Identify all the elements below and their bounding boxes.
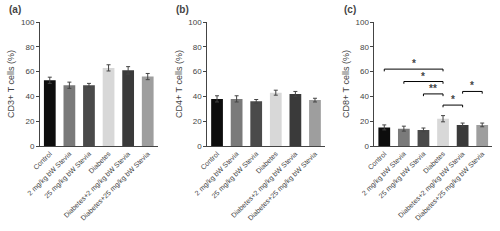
svg-text:80: 80: [25, 43, 34, 52]
svg-text:*: *: [421, 71, 425, 82]
svg-text:40: 40: [25, 92, 34, 101]
svg-text:25 mg/kg bW Stevia: 25 mg/kg bW Stevia: [43, 150, 93, 200]
svg-text:*: *: [451, 94, 455, 105]
svg-text:100: 100: [21, 18, 35, 27]
svg-text:**: **: [429, 83, 437, 94]
svg-text:0: 0: [30, 142, 35, 151]
svg-text:60: 60: [193, 67, 202, 76]
svg-text:(a): (a): [9, 4, 21, 15]
svg-text:60: 60: [25, 67, 34, 76]
svg-text:25 mg/kg bW Stevia: 25 mg/kg bW Stevia: [210, 150, 260, 200]
svg-text:20: 20: [193, 117, 202, 126]
svg-text:Diabetes+25 mg/kg bW Stevia: Diabetes+25 mg/kg bW Stevia: [79, 150, 151, 222]
svg-text:40: 40: [360, 92, 369, 101]
svg-text:CD4+ T cells (%): CD4+ T cells (%): [174, 50, 184, 118]
svg-text:40: 40: [193, 92, 202, 101]
svg-text:80: 80: [360, 43, 369, 52]
svg-text:2 mg/kg bW Stevia: 2 mg/kg bW Stevia: [361, 150, 408, 197]
svg-text:100: 100: [188, 18, 202, 27]
svg-text:0: 0: [197, 142, 202, 151]
svg-text:20: 20: [360, 117, 369, 126]
svg-text:Diabetes+2 mg/kg bW Stevia: Diabetes+2 mg/kg bW Stevia: [62, 150, 132, 220]
svg-text:25 mg/kg bW Stevia: 25 mg/kg bW Stevia: [377, 150, 427, 200]
svg-text:2 mg/kg bW Stevia: 2 mg/kg bW Stevia: [193, 150, 240, 197]
svg-text:(c): (c): [344, 4, 356, 15]
svg-text:*: *: [470, 80, 474, 91]
svg-text:Diabetes+2 mg/kg bW Stevia: Diabetes+2 mg/kg bW Stevia: [230, 150, 300, 220]
svg-text:Diabetes: Diabetes: [422, 150, 447, 175]
svg-text:(b): (b): [176, 4, 189, 15]
svg-text:2 mg/kg bW Stevia: 2 mg/kg bW Stevia: [26, 150, 73, 197]
svg-text:Diabetes: Diabetes: [254, 150, 279, 175]
svg-text:Diabetes+2 mg/kg bW Stevia: Diabetes+2 mg/kg bW Stevia: [397, 150, 467, 220]
svg-text:Diabetes+25 mg/kg bW Stevia: Diabetes+25 mg/kg bW Stevia: [246, 150, 318, 222]
svg-text:*: *: [412, 58, 416, 69]
svg-text:Diabetes+25 mg/kg bW Stevia: Diabetes+25 mg/kg bW Stevia: [414, 150, 486, 222]
svg-text:Control: Control: [199, 150, 220, 171]
svg-text:Control: Control: [367, 150, 388, 171]
svg-text:20: 20: [25, 117, 34, 126]
svg-text:0: 0: [364, 142, 369, 151]
svg-text:Control: Control: [32, 150, 53, 171]
svg-text:Diabetes: Diabetes: [87, 150, 112, 175]
svg-text:CD8+ T cells (%): CD8+ T cells (%): [341, 50, 351, 118]
svg-text:100: 100: [356, 18, 370, 27]
svg-text:CD3+ T cells (%): CD3+ T cells (%): [6, 50, 16, 118]
svg-text:60: 60: [360, 67, 369, 76]
svg-text:80: 80: [193, 43, 202, 52]
